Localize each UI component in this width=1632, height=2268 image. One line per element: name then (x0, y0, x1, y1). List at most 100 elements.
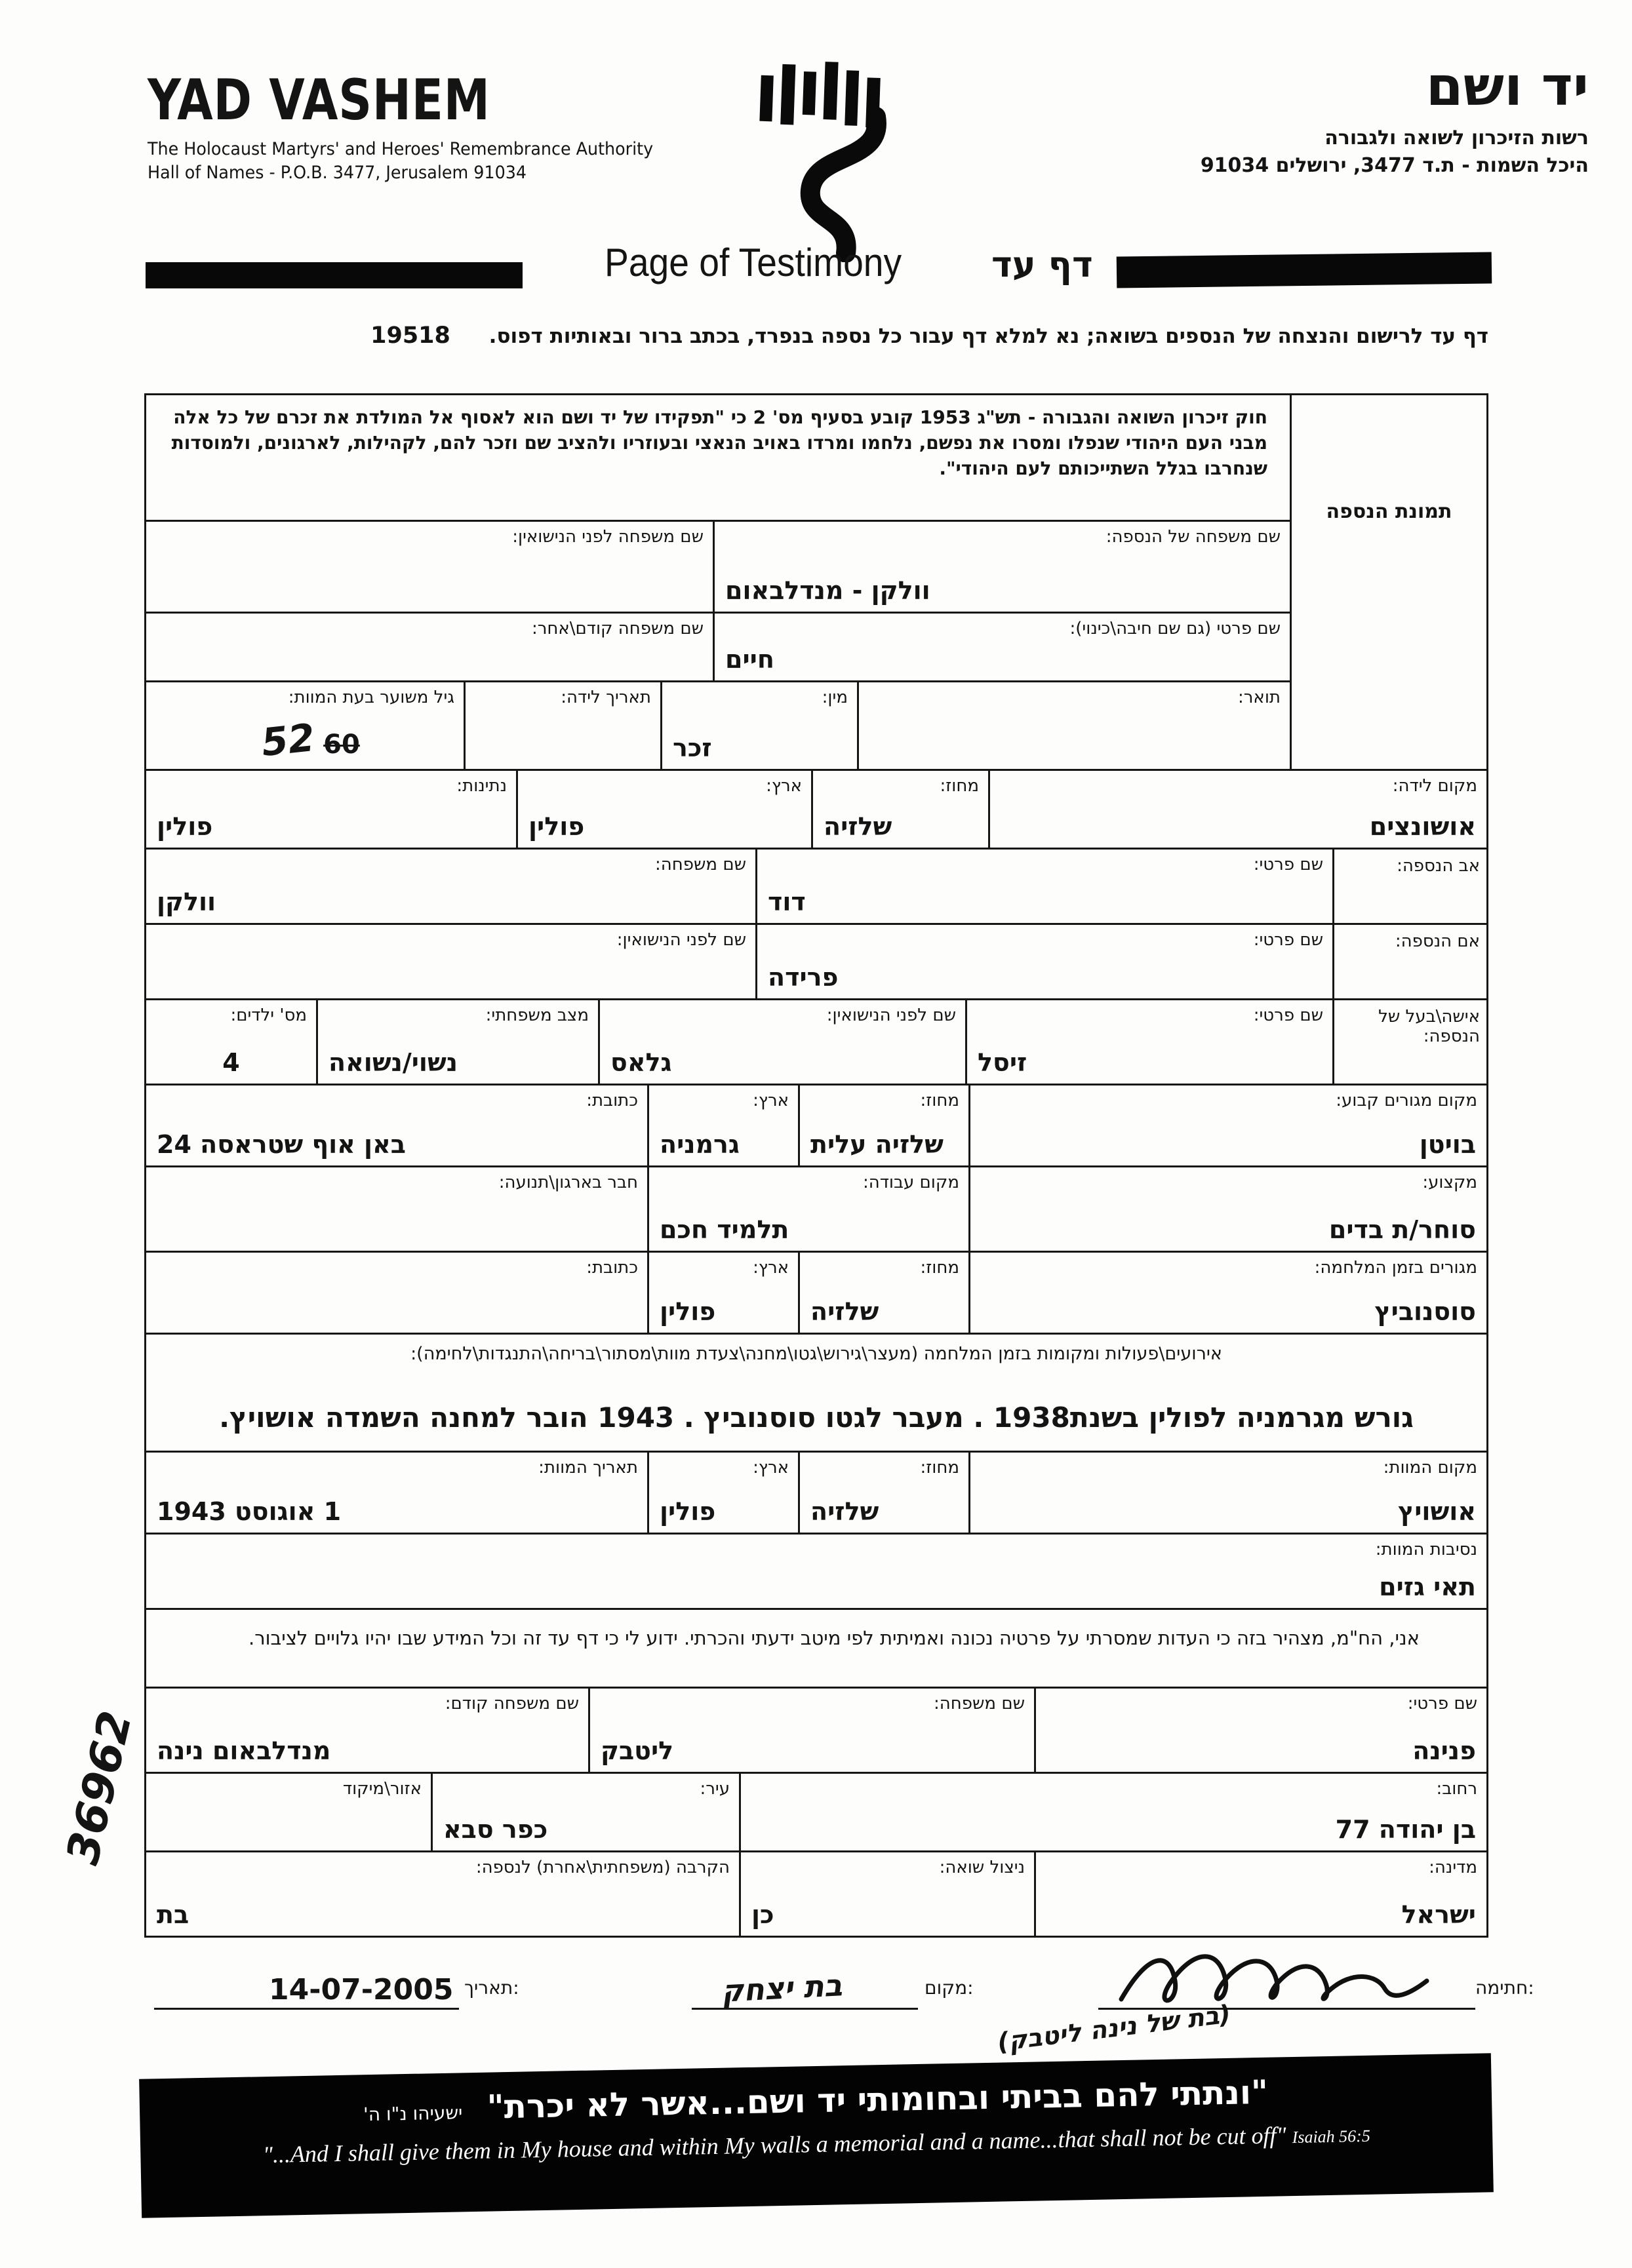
victim-birth-date-value (466, 762, 660, 769)
death-place-value: אושויץ (1398, 1497, 1476, 1526)
instruction-line: דף עד לרישום והנצחה של הנספים בשואה; נא … (144, 323, 1488, 349)
victim-title-label: תואר: (1238, 688, 1281, 707)
victim-gender-label: מין: (822, 688, 848, 707)
death-country-cell: ארץ: פולין (647, 1453, 798, 1533)
wartime-events-cell: אירועים\פעולות ומקומות בזמן המלחמה (מעצר… (146, 1335, 1486, 1451)
wartime-country-value: פולין (660, 1297, 716, 1326)
residence-place-value: בויטן (1419, 1130, 1476, 1159)
place-handwritten-value: בת יצחק (720, 1967, 843, 2009)
death-date-value: 1 אוגוסט 1943 (157, 1497, 342, 1526)
citizenship-label: נתינות: (456, 776, 507, 796)
birth-place-cell: מקום לידה: אושונצים (988, 771, 1486, 848)
wartime-events-value: גורש מגרמניה לפולין בשנת1938 . מעבר לגטו… (219, 1401, 1414, 1434)
residence-place-cell: מקום מגורים קבוע: בויטן (968, 1085, 1486, 1165)
row-father: אב הנספה: שם פרטי: דוד שם משפחה: וולקן (146, 848, 1486, 923)
victim-age-at-death-value: 52 60 (146, 714, 464, 769)
spouse-first-name-value: זיסל (978, 1048, 1027, 1077)
row-residence: מקום מגורים קבוע: בויטן מחוז: שלזיה עלית… (146, 1084, 1486, 1165)
residence-district-label: מחוז: (920, 1091, 960, 1110)
document-title-english: Page of Testimony (605, 241, 902, 284)
wartime-country-cell: ארץ: פולין (647, 1253, 798, 1333)
mother-first-name-label: שם פרטי: (1253, 930, 1323, 950)
victim-family-name-label: שם משפחה של הנספה: (1105, 527, 1281, 547)
wartime-address-value (146, 1326, 647, 1333)
archive-number-handwritten: 36962 (56, 1706, 143, 1869)
age-struck-out: 60 (323, 730, 360, 760)
death-circumstances-value: תאי גזים (1379, 1573, 1476, 1601)
victim-title-cell: תואר: (857, 682, 1290, 769)
marital-status-cell: מצב משפחתי: נשוי/נשואה (316, 1000, 598, 1084)
children-count-value: 4 (222, 1048, 240, 1077)
row-title-gender-birth: תואר: מין: זכר תאריך לידה: גיל משוער בעת… (146, 680, 1290, 769)
residence-country-cell: ארץ: גרמניה (647, 1085, 798, 1165)
death-place-cell: מקום המוות: אושויץ (968, 1453, 1486, 1533)
document-title-hebrew: דף עד (991, 244, 1093, 285)
wartime-place-label: מגורים בזמן המלחמה: (1314, 1258, 1477, 1278)
declaration-cell: אני, הח"מ, מצהיר בזה כי העדות שמסרתי על … (146, 1610, 1486, 1687)
submitter-city-label: עיר: (700, 1779, 730, 1799)
victim-former-name-cell: שם משפחה קודם\אחר: (146, 614, 713, 680)
death-place-label: מקום המוות: (1383, 1458, 1477, 1477)
relation-cell: הקרבה (משפחתית\אחרת) לנספה: בת (146, 1852, 739, 1936)
children-count-label: מס' ילדים: (230, 1006, 307, 1025)
row-mother: אם הנספה: שם פרטי: פרידה שם לפני הנישואי… (146, 923, 1486, 998)
victim-birth-date-label: תאריך לידה: (561, 688, 651, 707)
workplace-cell: מקום עבודה: תלמיד חכם (647, 1167, 968, 1251)
row-birth-place: מקום לידה: אושונצים מחוז: שלזיה ארץ: פול… (146, 769, 1486, 848)
occupation-label: מקצוע: (1422, 1173, 1477, 1192)
birth-country-cell: ארץ: פולין (516, 771, 811, 848)
submitter-family-name-cell: שם משפחה: ליטבק (588, 1689, 1034, 1772)
victim-premarriage-name-value (146, 605, 713, 612)
signature-underline (1098, 2008, 1475, 2010)
citizenship-value: פולין (157, 812, 213, 841)
org-subtitle-line1: The Holocaust Martyrs' and Heroes' Remem… (148, 139, 654, 159)
quote-english-source: Isaiah 56:5 (1292, 2126, 1371, 2147)
death-district-value: שלזיה (810, 1497, 879, 1526)
law-text: חוק זיכרון השואה והגבורה - תש"ג 1953 קוב… (171, 406, 1267, 480)
death-date-label: תאריך המוות: (538, 1458, 638, 1477)
wartime-place-cell: מגורים בזמן המלחמה: סוסנוביץ (968, 1253, 1486, 1333)
signature-scribble (1119, 1954, 1429, 2003)
org-subtitle-line2: Hall of Names - P.O.B. 3477, Jerusalem 9… (148, 163, 527, 184)
row-law-text: חוק זיכרון השואה והגבורה - תש"ג 1953 קוב… (146, 395, 1290, 520)
submitter-city-value: כפר סבא (443, 1815, 548, 1844)
submitter-city-cell: עיר: כפר סבא (431, 1774, 739, 1850)
wartime-district-value: שלזיה (810, 1297, 879, 1326)
residence-place-label: מקום מגורים קבוע: (1336, 1091, 1477, 1110)
marital-status-value: נשוי/נשואה (328, 1048, 458, 1077)
row-submitter-country: מדינה: ישראל ניצול שואה: כן הקרבה (משפחת… (146, 1850, 1486, 1936)
row-family-name: שם משפחה של הנספה: וולקן - מנדלבאום שם מ… (146, 520, 1290, 612)
wartime-place-value: סוסנוביץ (1374, 1297, 1476, 1326)
form-top-section: תמונת הנספה חוק זיכרון השואה והגבורה - ת… (146, 395, 1486, 769)
death-circumstances-label: נסיבות המוות: (1375, 1540, 1477, 1559)
declaration-text: אני, הח"מ, מצהיר בזה כי העדות שמסרתי על … (248, 1627, 1420, 1649)
org-name-hebrew: יד ושם (1425, 56, 1589, 118)
submitter-former-name-label: שם משפחה קודם: (445, 1694, 579, 1713)
submitter-former-name-cell: שם משפחה קודם: מנדלבאום נינה (146, 1689, 588, 1772)
victim-age-at-death-label: גיל משוער בעת המוות: (288, 688, 454, 707)
row-death: מקום המוות: אושויץ מחוז: שלזיה ארץ: פולי… (146, 1451, 1486, 1533)
age-handwritten: 52 (259, 714, 317, 766)
father-first-name-cell: שם פרטי: דוד (755, 850, 1332, 923)
victim-premarriage-name-label: שם משפחה לפני הנישואין: (512, 527, 704, 547)
row-wartime-residence: מגורים בזמן המלחמה: סוסנוביץ מחוז: שלזיה… (146, 1251, 1486, 1333)
instruction-text: דף עד לרישום והנצחה של הנספים בשואה; נא … (488, 324, 1488, 348)
spouse-maiden-name-value: גלאס (610, 1048, 672, 1077)
birth-place-value: אושונצים (1369, 812, 1476, 841)
row-death-circumstances: נסיבות המוות: תאי גזים (146, 1533, 1486, 1608)
birth-country-label: ארץ: (766, 776, 802, 796)
birth-place-label: מקום לידה: (1392, 776, 1477, 796)
signature-zone: חתימה: (בת של נינה ליטבק) מקום: בת יצחק … (144, 1954, 1534, 2063)
submitter-street-value: בן יהודה 77 (1335, 1815, 1476, 1844)
survivor-label: ניצול שואה: (939, 1858, 1025, 1877)
row-declaration: אני, הח"מ, מצהיר בזה כי העדות שמסרתי על … (146, 1608, 1486, 1687)
row-wartime-events: אירועים\פעולות ומקומות בזמן המלחמה (מעצר… (146, 1333, 1486, 1451)
submitter-zip-value (146, 1844, 431, 1850)
workplace-value: תלמיד חכם (660, 1215, 789, 1244)
mother-first-name-value: פרידה (768, 963, 839, 992)
residence-address-cell: כתובת: באן אוף שטראסה 24 (146, 1085, 647, 1165)
spouse-first-name-label: שם פרטי: (1253, 1006, 1323, 1025)
submitter-family-name-value: ליטבק (601, 1736, 674, 1765)
marital-status-label: מצב משפחתי: (485, 1006, 589, 1025)
organization-cell: חבר בארגון\תנועה: (146, 1167, 647, 1251)
